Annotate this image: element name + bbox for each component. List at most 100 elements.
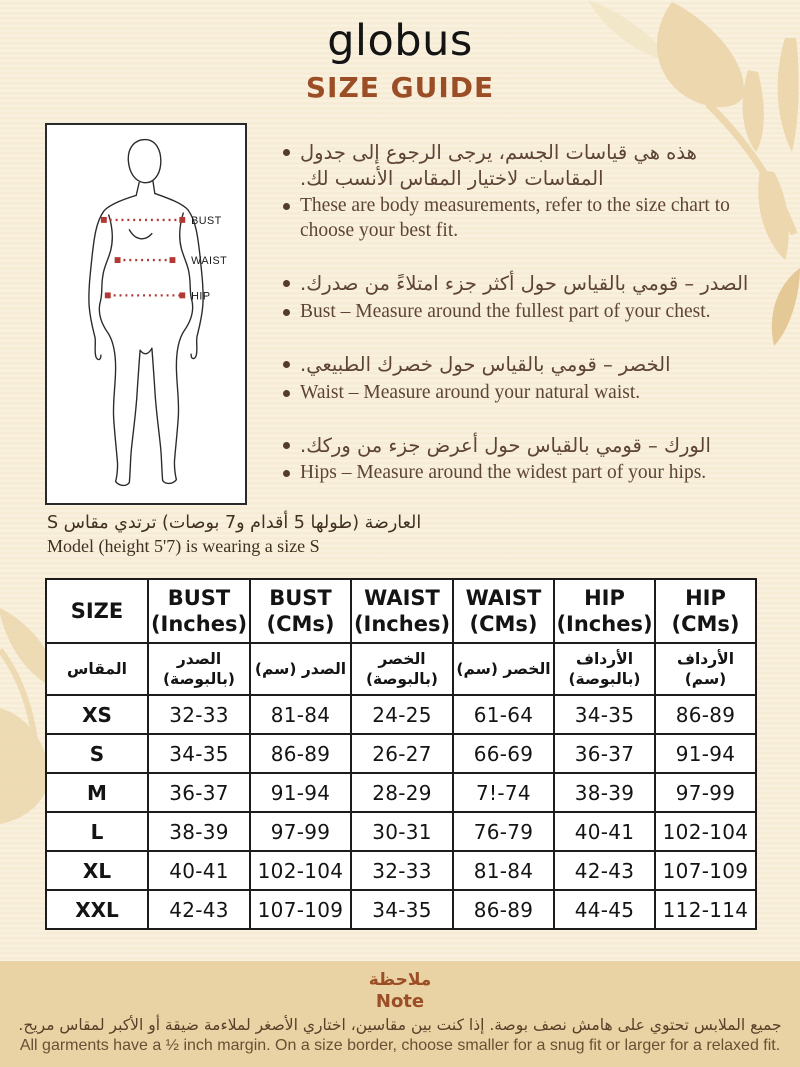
value-cell: 61-64 — [452, 694, 555, 735]
value-cell: 86-89 — [249, 733, 352, 774]
note-section: ملاحظة Note جميع الملابس تحتوي على هامش … — [0, 961, 800, 1067]
value-cell: 107-109 — [654, 850, 757, 891]
column-header-hip-cms: HIP (CMs) — [654, 578, 757, 644]
hip-label: HIP — [191, 290, 210, 302]
value-cell: 81-84 — [249, 694, 352, 735]
column-header-hip-inches-ar: الأرداف (بالبوصة) — [553, 642, 656, 696]
column-header-waist-inches-ar: الخصر (بالبوصة) — [350, 642, 454, 696]
column-header-waist-inches: WAIST (Inches) — [350, 578, 454, 644]
value-cell: 32-33 — [147, 694, 251, 735]
instruction-text-en: Bust – Measure around the fullest part o… — [300, 301, 711, 323]
value-cell: 24-25 — [350, 694, 454, 735]
value-cell: 112-114 — [654, 889, 757, 930]
column-header-hip-inches: HIP (Inches) — [553, 578, 656, 644]
bullet-dot — [283, 149, 290, 156]
body-figure-svg: BUST WAIST HIP — [88, 138, 227, 487]
header-row-en: SIZE BUST (Inches) BUST (CMs) WAIST (Inches… — [45, 578, 757, 644]
header-row-ar: المقاس الصدر (بالبوصة) الصدر (سم) الخصر (ب… — [45, 642, 757, 696]
table-row-xs: XS 32-33 81-84 24-25 61-64 34-35 86-89 — [45, 694, 757, 735]
value-cell: 102-104 — [654, 811, 757, 852]
value-cell: 28-29 — [350, 772, 454, 813]
value-cell: 102-104 — [249, 850, 352, 891]
value-cell: 34-35 — [147, 733, 251, 774]
column-header-size-ar: المقاس — [45, 642, 149, 696]
instruction-group-overview: هذه هي قياسات الجسم، يرجى الرجوع إلى جدو… — [283, 140, 759, 244]
bullet-dot — [283, 361, 290, 369]
instruction-line-ar: الورك – قومي بالقياس حول أعرض جزء من ورك… — [283, 433, 759, 459]
column-header-bust-cms: BUST (CMs) — [249, 578, 352, 644]
page-title: SIZE GUIDE — [305, 71, 495, 104]
instruction-line-en: Waist – Measure around your natural wais… — [283, 381, 759, 406]
table-row-m: M 36-37 91-94 28-29 7!-74 38-39 97-99 — [45, 772, 757, 813]
size-cell: XXL — [45, 889, 149, 930]
note-body-en: All garments have a ½ inch margin. On a … — [19, 1037, 781, 1054]
instruction-group-bust: الصدر – قومي بالقياس حول أكثر جزء امتلاء… — [283, 271, 759, 325]
value-cell: 42-43 — [553, 850, 656, 891]
instruction-line-en: Bust – Measure around the fullest part o… — [283, 300, 759, 325]
bullet-dot — [283, 203, 290, 211]
instruction-group-waist: الخصر – قومي بالقياس حول خصرك الطبيعي. W… — [283, 352, 759, 406]
instruction-line-ar: الصدر – قومي بالقياس حول أكثر جزء امتلاء… — [283, 271, 759, 297]
model-note-en: Model (height 5'7) is wearing a size S — [47, 536, 320, 556]
size-cell: M — [45, 772, 149, 813]
size-cell: XL — [45, 850, 149, 891]
value-cell: 38-39 — [553, 772, 656, 813]
instruction-text-ar: الصدر – قومي بالقياس حول أكثر جزء امتلاء… — [300, 272, 749, 296]
instruction-text-en: These are body measurements, refer to th… — [300, 195, 730, 242]
size-table: SIZE BUST (Inches) BUST (CMs) WAIST (Inches… — [45, 578, 757, 930]
value-cell: 86-89 — [452, 889, 555, 930]
instruction-text-en: Waist – Measure around your natural wais… — [300, 381, 641, 403]
table-row-xxl: XXL 42-43 107-109 34-35 86-89 44-45 112-… — [45, 889, 757, 930]
bust-label: BUST — [191, 215, 222, 227]
value-cell: 44-45 — [553, 889, 656, 930]
column-header-hip-cms-ar: الأرداف (سم) — [654, 642, 757, 696]
bullet-dot — [283, 280, 290, 288]
value-cell: 34-35 — [350, 889, 454, 930]
bullet-dot — [283, 470, 290, 478]
bullet-dot — [283, 441, 290, 449]
model-note-ar: العارضة (طولها 5 أقدام و7 بوصات) ترتدي م… — [47, 513, 422, 533]
size-cell: S — [45, 733, 149, 774]
bullet-dot — [283, 309, 290, 317]
column-header-waist-cms: WAIST (CMs) — [452, 578, 555, 644]
value-cell: 40-41 — [147, 850, 251, 891]
note-body-ar: جميع الملابس تحتوي على هامش نصف بوصة. إذ… — [18, 1016, 782, 1034]
value-cell: 7!-74 — [452, 772, 555, 813]
brand-logo: globus — [327, 16, 473, 66]
note-heading-en: Note — [375, 991, 425, 1012]
value-cell: 107-109 — [249, 889, 352, 930]
value-cell: 81-84 — [452, 850, 555, 891]
value-cell: 91-94 — [249, 772, 352, 813]
table-row-s: S 34-35 86-89 26-27 66-69 36-37 91-94 — [45, 733, 757, 774]
value-cell: 97-99 — [249, 811, 352, 852]
value-cell: 26-27 — [350, 733, 454, 774]
instruction-line-en: Hips – Measure around the widest part of… — [283, 461, 759, 486]
note-heading-ar: ملاحظة — [368, 970, 432, 990]
table-row-xl: XL 40-41 102-104 32-33 81-84 42-43 107-1… — [45, 850, 757, 891]
value-cell: 91-94 — [654, 733, 757, 774]
instruction-text-en: Hips – Measure around the widest part of… — [300, 462, 707, 484]
column-header-bust-inches: BUST (Inches) — [147, 578, 251, 644]
instruction-line-ar: الخصر – قومي بالقياس حول خصرك الطبيعي. — [283, 352, 759, 378]
value-cell: 36-37 — [553, 733, 656, 774]
value-cell: 30-31 — [350, 811, 454, 852]
model-note: العارضة (طولها 5 أقدام و7 بوصات) ترتدي م… — [47, 513, 421, 557]
value-cell: 36-37 — [147, 772, 251, 813]
value-cell: 32-33 — [350, 850, 454, 891]
instruction-text-ar: الخصر – قومي بالقياس حول خصرك الطبيعي. — [300, 353, 671, 377]
table-row-l: L 38-39 97-99 30-31 76-79 40-41 102-104 — [45, 811, 757, 852]
size-cell: L — [45, 811, 149, 852]
value-cell: 86-89 — [654, 694, 757, 735]
bullet-dot — [283, 389, 290, 397]
value-cell: 34-35 — [553, 694, 656, 735]
value-cell: 97-99 — [654, 772, 757, 813]
body-measurement-diagram: BUST WAIST HIP — [45, 123, 247, 505]
size-cell: XS — [45, 694, 149, 735]
instruction-list: هذه هي قياسات الجسم، يرجى الرجوع إلى جدو… — [283, 140, 759, 513]
instruction-line-en: These are body measurements, refer to th… — [283, 194, 759, 244]
instruction-line-ar: هذه هي قياسات الجسم، يرجى الرجوع إلى جدو… — [283, 140, 759, 191]
waist-label: WAIST — [191, 255, 227, 267]
column-header-waist-cms-ar: الخصر (سم) — [452, 642, 555, 696]
column-header-size: SIZE — [45, 578, 149, 644]
value-cell: 42-43 — [147, 889, 251, 930]
